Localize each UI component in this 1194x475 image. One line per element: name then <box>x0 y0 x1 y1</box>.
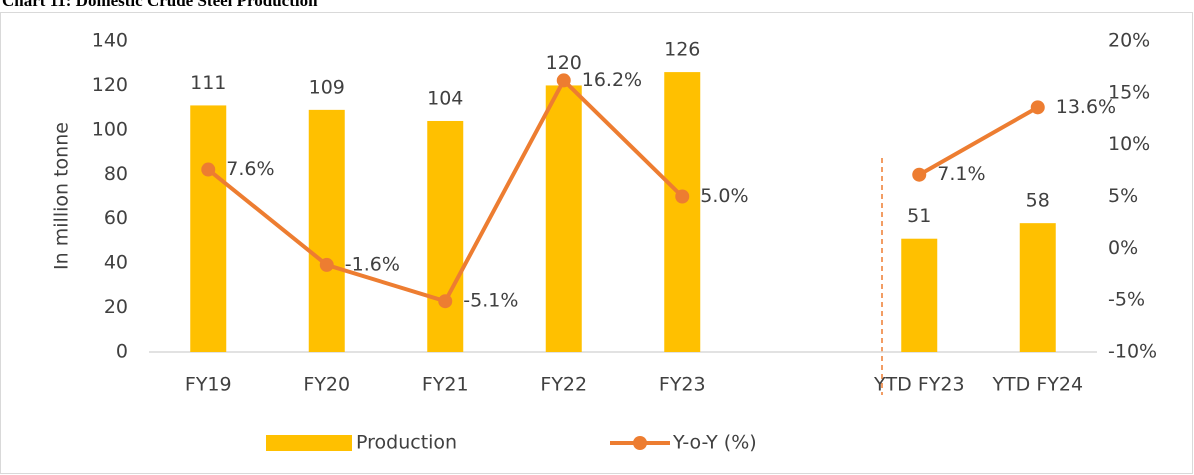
y-tick-label: 80 <box>104 163 128 185</box>
line-marker <box>201 162 216 177</box>
line-marker <box>319 257 334 272</box>
y-tick-label: 40 <box>104 252 128 274</box>
data-label: 126 <box>664 39 700 61</box>
data-label: 13.6% <box>1056 96 1116 118</box>
data-label: -5.1% <box>463 290 518 312</box>
bar <box>427 120 464 352</box>
data-label: 7.6% <box>226 158 274 180</box>
line-marker <box>912 167 927 182</box>
bar <box>901 238 938 352</box>
data-label: 5.0% <box>700 185 748 207</box>
data-label: 109 <box>309 76 345 98</box>
legend-swatch <box>266 435 352 451</box>
bar <box>664 72 701 352</box>
data-label: 104 <box>427 87 463 109</box>
y-tick-label: 120 <box>92 74 128 96</box>
y2-tick-label: 10% <box>1108 133 1150 155</box>
bar <box>545 85 582 352</box>
line-marker <box>675 189 690 204</box>
bar <box>308 109 345 352</box>
y-tick-label: 0 <box>116 341 128 363</box>
y2-tick-label: -5% <box>1108 289 1145 311</box>
y2-tick-label: 0% <box>1108 237 1138 259</box>
y2-tick-label: -10% <box>1108 341 1157 363</box>
x-tick-label: YTD FY23 <box>873 374 965 396</box>
line-marker <box>438 294 453 309</box>
x-tick-label: FY23 <box>659 374 706 396</box>
y-tick-label: 60 <box>104 207 128 229</box>
x-tick-label: FY21 <box>422 374 469 396</box>
y-tick-label: 100 <box>92 118 128 140</box>
y2-tick-label: 20% <box>1108 30 1150 52</box>
line-marker <box>1030 100 1045 115</box>
x-tick-label: FY22 <box>540 374 587 396</box>
chart-border <box>0 12 1193 474</box>
y-tick-label: 140 <box>92 30 128 52</box>
data-label: 120 <box>546 52 582 74</box>
x-tick-label: YTD FY24 <box>991 374 1083 396</box>
bar <box>1019 223 1056 352</box>
x-tick-label: FY19 <box>185 374 232 396</box>
legend-label: Y-o-Y (%) <box>672 432 757 454</box>
line-marker <box>556 73 571 88</box>
data-label: -1.6% <box>345 253 400 275</box>
data-label: 7.1% <box>937 163 985 185</box>
chart-title: Chart 11: Domestic Crude Steel Productio… <box>2 0 318 10</box>
data-label: 111 <box>190 72 226 94</box>
y-axis-label: In million tonne <box>51 122 73 270</box>
y2-tick-label: 5% <box>1108 185 1138 207</box>
data-label: 51 <box>907 205 931 227</box>
data-label: 16.2% <box>582 69 642 91</box>
y-tick-label: 20 <box>104 296 128 318</box>
bar <box>190 105 227 353</box>
data-label: 58 <box>1026 190 1050 212</box>
y2-tick-label: 15% <box>1108 81 1150 103</box>
legend-label: Production <box>356 432 457 454</box>
legend-swatch-marker <box>633 436 647 450</box>
x-tick-label: FY20 <box>303 374 350 396</box>
